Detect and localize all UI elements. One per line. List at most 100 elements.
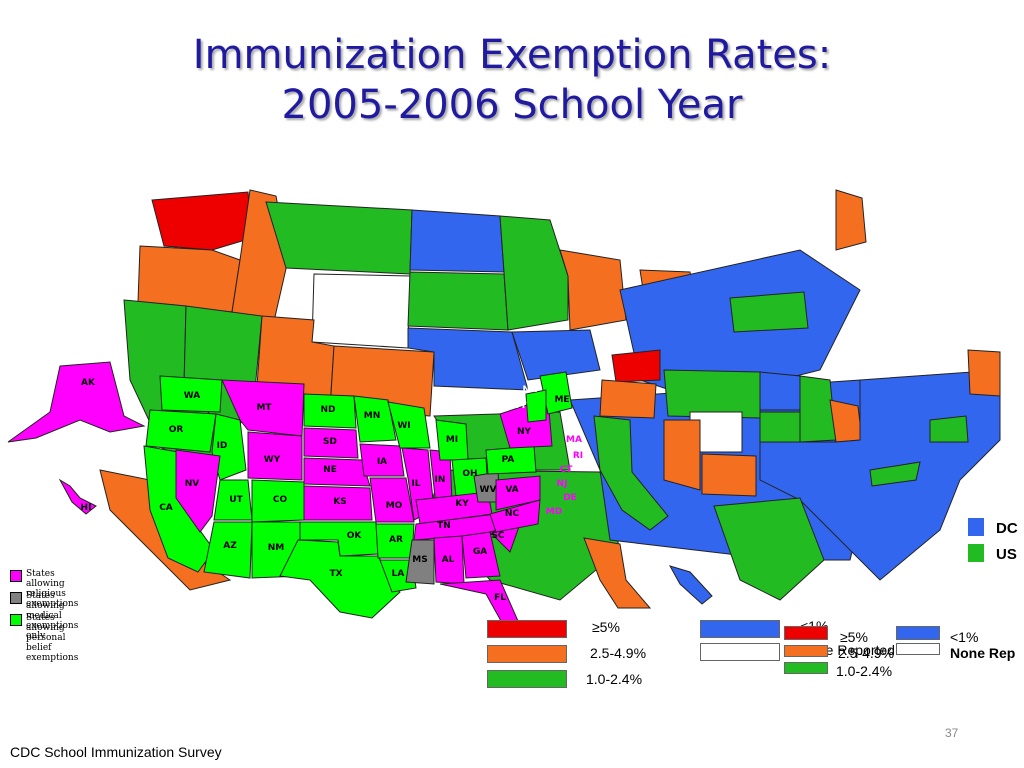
ex-mt [221, 379, 305, 437]
sec-nd [759, 371, 801, 411]
us-swatch [968, 544, 984, 562]
state-label-ms: MS [412, 555, 427, 565]
exemption-type-map [7, 361, 573, 630]
sec-ky [869, 461, 921, 487]
state-label-vt: VT [513, 401, 527, 411]
ex-wi [387, 401, 431, 449]
state-label-tn: TN [437, 521, 451, 531]
personal-swatch [10, 614, 22, 626]
state-mt-rate [265, 201, 413, 275]
state-label-wi: WI [397, 421, 410, 431]
state-label-ky: KY [455, 499, 469, 509]
state-label-hi: HI [81, 503, 92, 513]
legend2-label-lt1: <1% [950, 629, 979, 645]
legend2-swatch-none [896, 643, 940, 655]
ex-ak [7, 361, 146, 443]
state-label-id: ID [217, 441, 228, 451]
ex-nd [303, 393, 357, 429]
legend2-label-25-49: 2.5-4.9% [838, 645, 895, 661]
state-label-oh: OH [462, 469, 477, 479]
state-label-me: ME [554, 395, 569, 405]
ex-va [495, 475, 541, 511]
legend2-swatch-25-49 [784, 645, 828, 657]
state-me-rate [835, 189, 867, 251]
ex-or [145, 409, 217, 453]
legend-label-none: None Reported [800, 642, 895, 658]
state-label-nh: NH [522, 385, 537, 395]
legend-swatch-none [700, 643, 780, 661]
state-label-ca: CA [159, 503, 173, 513]
state-wi-rate [559, 249, 627, 331]
state-label-il: IL [411, 479, 420, 489]
legend2-label-10-24: 1.0-2.4% [836, 663, 893, 679]
state-wy-rate [311, 273, 411, 349]
state-label-tx: TX [329, 569, 342, 579]
state-nd-rate [409, 209, 505, 273]
state-pa-rate [729, 291, 809, 333]
state-label-ks: KS [333, 497, 346, 507]
religious-label: States allowing religious exemptions [26, 569, 79, 609]
title-line-1: Immunization Exemption Rates: [192, 32, 832, 78]
ex-vt [525, 389, 547, 423]
sec-mn [799, 375, 837, 443]
legend-swatch-10-24 [487, 670, 567, 688]
ex-tx [279, 539, 401, 619]
state-label-md: MD [546, 507, 562, 517]
state-label-al: AL [442, 555, 455, 565]
sec-mt [663, 369, 761, 419]
ex-fl [439, 579, 523, 630]
state-ia-rate [511, 329, 601, 381]
dc-swatch [968, 518, 984, 536]
state-sd-rate [407, 271, 509, 331]
state-label-de: DE [563, 493, 577, 503]
ex-ga [461, 531, 501, 579]
ex-wa [159, 375, 223, 413]
legend2-swatch-10-24 [784, 662, 828, 674]
state-label-la: LA [392, 569, 405, 579]
state-label-va: VA [505, 485, 518, 495]
state-label-nc: NC [505, 509, 520, 519]
ex-nv [175, 449, 221, 533]
state-label-ne: NE [323, 465, 337, 475]
state-label-ct: CT [560, 465, 574, 475]
source-footer: CDC School Immunization Survey [10, 744, 222, 760]
ex-ia [359, 443, 405, 477]
state-label-mt: MT [256, 403, 272, 413]
ex-sd [303, 427, 359, 459]
legend-label-10-24: 1.0-2.4% [586, 671, 643, 687]
legend2-label-ge5: ≥5% [840, 629, 868, 645]
state-label-fl: FL [494, 593, 506, 603]
legend2-label-none: None Rep [950, 645, 1016, 661]
sec-ak [583, 537, 652, 609]
state-label-ia: IA [377, 457, 387, 467]
ex-ks [303, 485, 373, 521]
title-line-2: 2005-2006 School Year [281, 82, 743, 128]
rate-map-secondary [583, 349, 1001, 609]
state-label-ak: AK [81, 378, 96, 388]
state-label-mn: MN [364, 411, 381, 421]
state-label-ri: RI [573, 451, 583, 461]
ex-mn [353, 395, 397, 443]
state-label-ut: UT [229, 495, 243, 505]
legend-swatch-25-49 [487, 645, 567, 663]
ex-nc [489, 499, 541, 533]
ex-hi [58, 478, 97, 515]
state-label-sd: SD [323, 437, 337, 447]
state-label-nj: NJ [557, 479, 568, 489]
state-label-ny: NY [517, 427, 532, 437]
state-label-mi: MI [446, 435, 458, 445]
ex-id [211, 413, 247, 481]
ex-az [203, 521, 253, 579]
state-label-or: OR [169, 425, 184, 435]
sec-ut [663, 419, 701, 491]
state-mn-rate [499, 215, 569, 331]
ex-ms [405, 539, 435, 585]
state-label-wy: WY [264, 455, 281, 465]
sec-wa [611, 349, 661, 383]
state-label-mo: MO [386, 501, 403, 511]
legend-label-25-49: 2.5-4.9% [590, 645, 647, 661]
dc-label: DC [996, 520, 1018, 537]
page-number: 37 [945, 726, 959, 740]
